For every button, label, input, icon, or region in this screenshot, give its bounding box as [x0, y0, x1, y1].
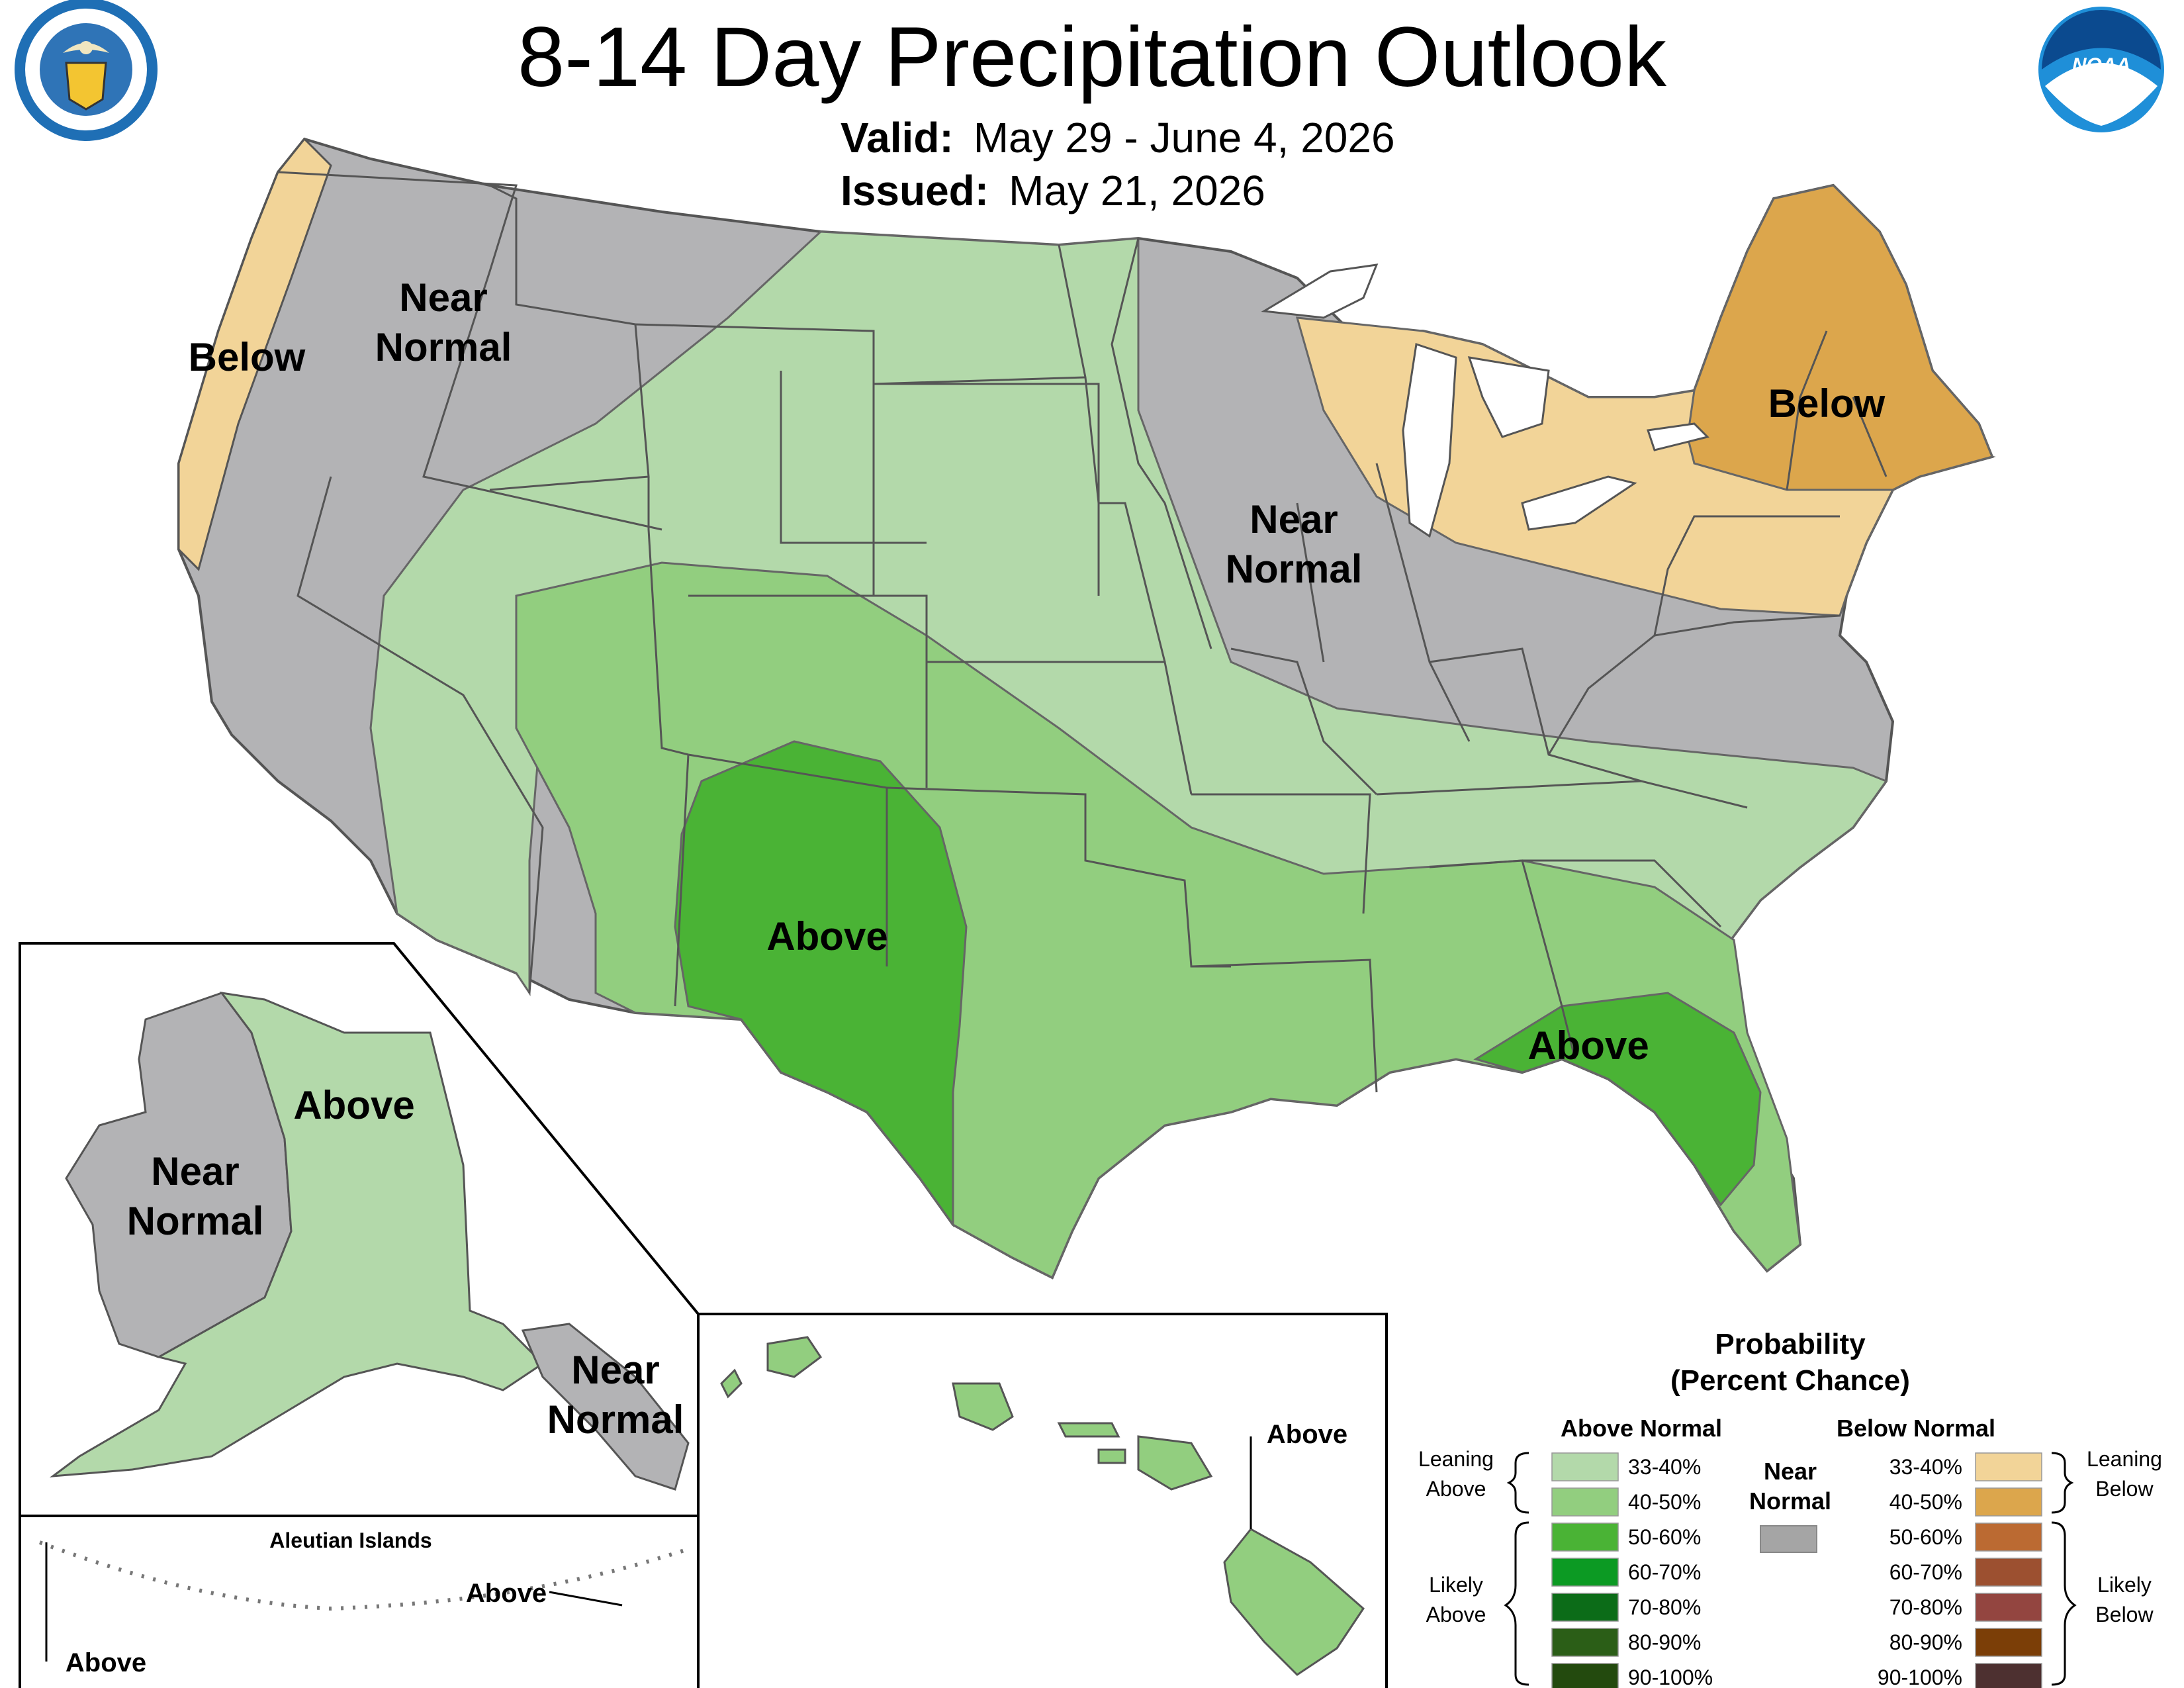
- legend-below-swatch-1: [1975, 1487, 2042, 1517]
- legend-below-header: Below Normal: [1837, 1415, 1995, 1442]
- noaa-logo: NOAA: [2038, 7, 2164, 132]
- legend-leaning-above-line1: Leaning: [1418, 1447, 1494, 1471]
- legend-title-line2: (Percent Chance): [1670, 1364, 1910, 1397]
- label-northwest-near-line2: Normal: [375, 325, 512, 369]
- legend-near-normal-swatch: [1760, 1525, 1817, 1553]
- hawaii-islands: [720, 1336, 1365, 1676]
- issued-value: May 21, 2026: [1009, 167, 1265, 214]
- legend-above-label-3: 60-70%: [1628, 1560, 1701, 1584]
- legend-below-swatch-6: [1975, 1663, 2042, 1688]
- legend-above-label-1: 40-50%: [1628, 1490, 1701, 1514]
- legend-above-swatch-6: [1551, 1663, 1619, 1688]
- valid-label: Valid:: [841, 114, 954, 162]
- legend-below-swatch-4: [1975, 1593, 2042, 1622]
- legend-likely-below-line1: Likely: [2097, 1573, 2152, 1597]
- label-aleutians-above-west: Above: [66, 1648, 146, 1677]
- label-alaska-near-line1: Near: [151, 1149, 239, 1194]
- aleutians-inset: Aleutian Islands Above Above: [19, 1515, 700, 1688]
- legend-likely-above-line1: Likely: [1429, 1573, 1483, 1597]
- legend-above-label-2: 50-60%: [1628, 1525, 1701, 1549]
- legend-likely-above-line2: Above: [1426, 1603, 1486, 1626]
- legend-above-label-0: 33-40%: [1628, 1455, 1701, 1479]
- legend-near-header-line1: Near: [1764, 1458, 1817, 1485]
- label-midwest-near-line2: Normal: [1226, 547, 1363, 591]
- valid-dates: Valid: May 29 - June 4, 2026: [841, 114, 1395, 162]
- legend: Probability (Percent Chance) Above Norma…: [1418, 1328, 2162, 1688]
- region-west-coast-below: [177, 137, 332, 571]
- aleutians-title: Aleutian Islands: [269, 1528, 432, 1552]
- alaska-above: [49, 991, 545, 1477]
- label-northwest-near-line1: Near: [399, 275, 487, 320]
- legend-below-label-3: 60-70%: [1889, 1560, 1962, 1584]
- label-alaska-near-line2: Normal: [127, 1199, 264, 1243]
- alaska-panhandle-near: [521, 1323, 690, 1491]
- legend-leaning-above-line2: Above: [1426, 1477, 1486, 1501]
- legend-above-swatch-0: [1551, 1452, 1619, 1481]
- label-midwest-near-line1: Near: [1250, 497, 1338, 541]
- label-southeast-above: Above: [1527, 1023, 1649, 1068]
- label-alaska-se-near-line1: Near: [571, 1348, 659, 1392]
- alaska-inset: Above Near Normal Near Normal: [19, 942, 700, 1517]
- legend-below-label-4: 70-80%: [1889, 1595, 1962, 1619]
- legend-leaning-below-line1: Leaning: [2087, 1447, 2162, 1471]
- issued-date: Issued: May 21, 2026: [841, 167, 1265, 214]
- label-alaska-se-near-line2: Normal: [547, 1397, 684, 1442]
- legend-leaning-below-line2: Below: [2095, 1477, 2154, 1501]
- label-alaska-above: Above: [293, 1083, 414, 1127]
- legend-above-swatch-2: [1551, 1523, 1619, 1552]
- legend-above-header: Above Normal: [1561, 1415, 1722, 1442]
- legend-below-label-6: 90-100%: [1878, 1665, 1962, 1688]
- legend-above-label-5: 80-90%: [1628, 1630, 1701, 1654]
- state-boundaries: [277, 171, 1888, 1093]
- legend-above-label-6: 90-100%: [1628, 1665, 1713, 1688]
- label-southwest-above: Above: [766, 914, 887, 959]
- issued-label: Issued:: [841, 167, 989, 214]
- region-above-50-60-southwest: [674, 740, 968, 1228]
- legend-below-swatch-2: [1975, 1523, 2042, 1552]
- legend-above-swatch-4: [1551, 1593, 1619, 1622]
- legend-below-label-1: 40-50%: [1889, 1490, 1962, 1514]
- noaa-logo-text: NOAA: [2072, 54, 2130, 76]
- legend-below-swatch-0: [1975, 1452, 2042, 1481]
- region-above-50-60-southeast: [1473, 992, 1762, 1207]
- label-aleutians-above-east: Above: [466, 1579, 547, 1608]
- page-title: 8-14 Day Precipitation Outlook: [518, 10, 1666, 105]
- great-lakes: [1261, 263, 1709, 538]
- legend-likely-below-line2: Below: [2095, 1603, 2154, 1626]
- commerce-seal-logo: [15, 0, 158, 141]
- legend-above-swatch-5: [1551, 1628, 1619, 1657]
- region-northeast-below-40-50: [1686, 184, 1994, 491]
- hawaii-inset: Above: [697, 1313, 1388, 1688]
- label-northeast-below: Below: [1768, 381, 1886, 426]
- legend-braces: [1504, 1452, 2077, 1686]
- legend-title-line1: Probability: [1715, 1328, 1866, 1360]
- legend-below-label-5: 80-90%: [1889, 1630, 1962, 1654]
- label-west-below: Below: [189, 335, 306, 379]
- legend-below-swatch-5: [1975, 1628, 2042, 1657]
- legend-above-swatch-3: [1551, 1558, 1619, 1587]
- legend-above-swatch-1: [1551, 1487, 1619, 1517]
- legend-below-label-2: 50-60%: [1889, 1525, 1962, 1549]
- legend-below-label-0: 33-40%: [1889, 1455, 1962, 1479]
- label-hawaii-above: Above: [1267, 1420, 1347, 1449]
- valid-value: May 29 - June 4, 2026: [973, 114, 1395, 162]
- legend-below-swatch-3: [1975, 1558, 2042, 1587]
- legend-near-header-line2: Normal: [1749, 1487, 1831, 1515]
- legend-above-label-4: 70-80%: [1628, 1595, 1701, 1619]
